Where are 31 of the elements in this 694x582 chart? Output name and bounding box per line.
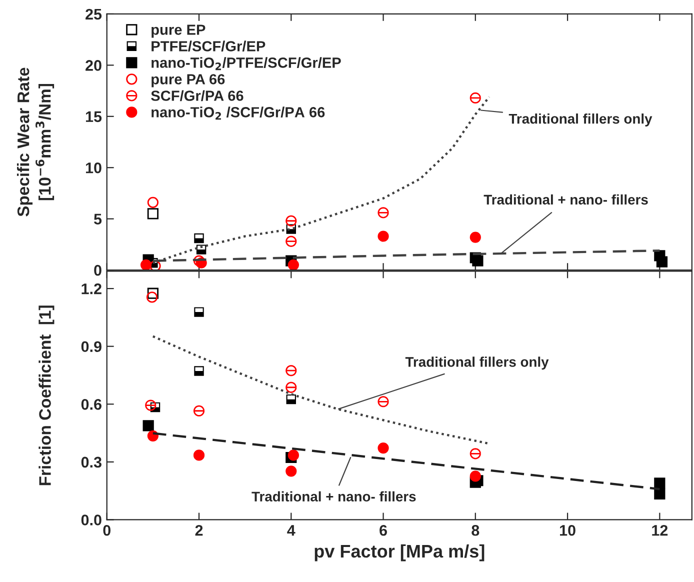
y-tick-label: 20 (86, 60, 102, 71)
x-tick-label: 10 (560, 524, 576, 536)
legend-label: PTFE/SCF/Gr/EP (152, 40, 266, 52)
y-tick-label: 10 (86, 162, 102, 174)
y-axis-title: Friction Coefficient [1] (38, 306, 54, 486)
legend-label: pure EP (152, 24, 206, 38)
x-axis-title: pv Factor [MPa m/s] (314, 544, 484, 562)
legend-label: SCF/Gr/PA 66 (151, 90, 244, 102)
annotation: Traditional + nano- fillers (484, 194, 648, 205)
x-tick-label: 8 (472, 524, 480, 536)
x-tick-label: 12 (652, 524, 668, 536)
y-tick-label: 1.2 (82, 283, 102, 294)
x-tick-label: 0 (103, 524, 110, 536)
y-tick-label: 0.6 (81, 399, 102, 410)
y-tick-label: 15 (86, 111, 102, 122)
x-tick-label: 4 (287, 525, 296, 536)
annotation: Traditional fillers only (508, 114, 652, 126)
y-tick-label: 0.9 (81, 341, 102, 352)
x-tick-label: 6 (380, 524, 387, 536)
annotation: Traditional + nano- fillers (252, 491, 416, 502)
y-tick-label: 0.3 (81, 456, 102, 468)
y-tick-label: 5 (94, 214, 102, 225)
annotation: Traditional fillers only (405, 356, 549, 370)
legend-label: pure PA 66 (152, 74, 225, 88)
y-tick-label: 25 (86, 8, 102, 20)
y-tick-label: 0 (94, 264, 102, 276)
y-tick-label: 0.0 (81, 514, 102, 526)
y-axis-title: Specific Wear Rate [10$^{−6}$mm$^{3}$/Nm] (16, 68, 54, 216)
legend-label: nano-TiO$_{2}$ /SCF/Gr/PA 66 (152, 106, 325, 120)
legend-label: nano-TiO$_{2}$/PTFE/SCF/Gr/EP (152, 57, 341, 70)
x-tick-label: 2 (195, 524, 203, 536)
